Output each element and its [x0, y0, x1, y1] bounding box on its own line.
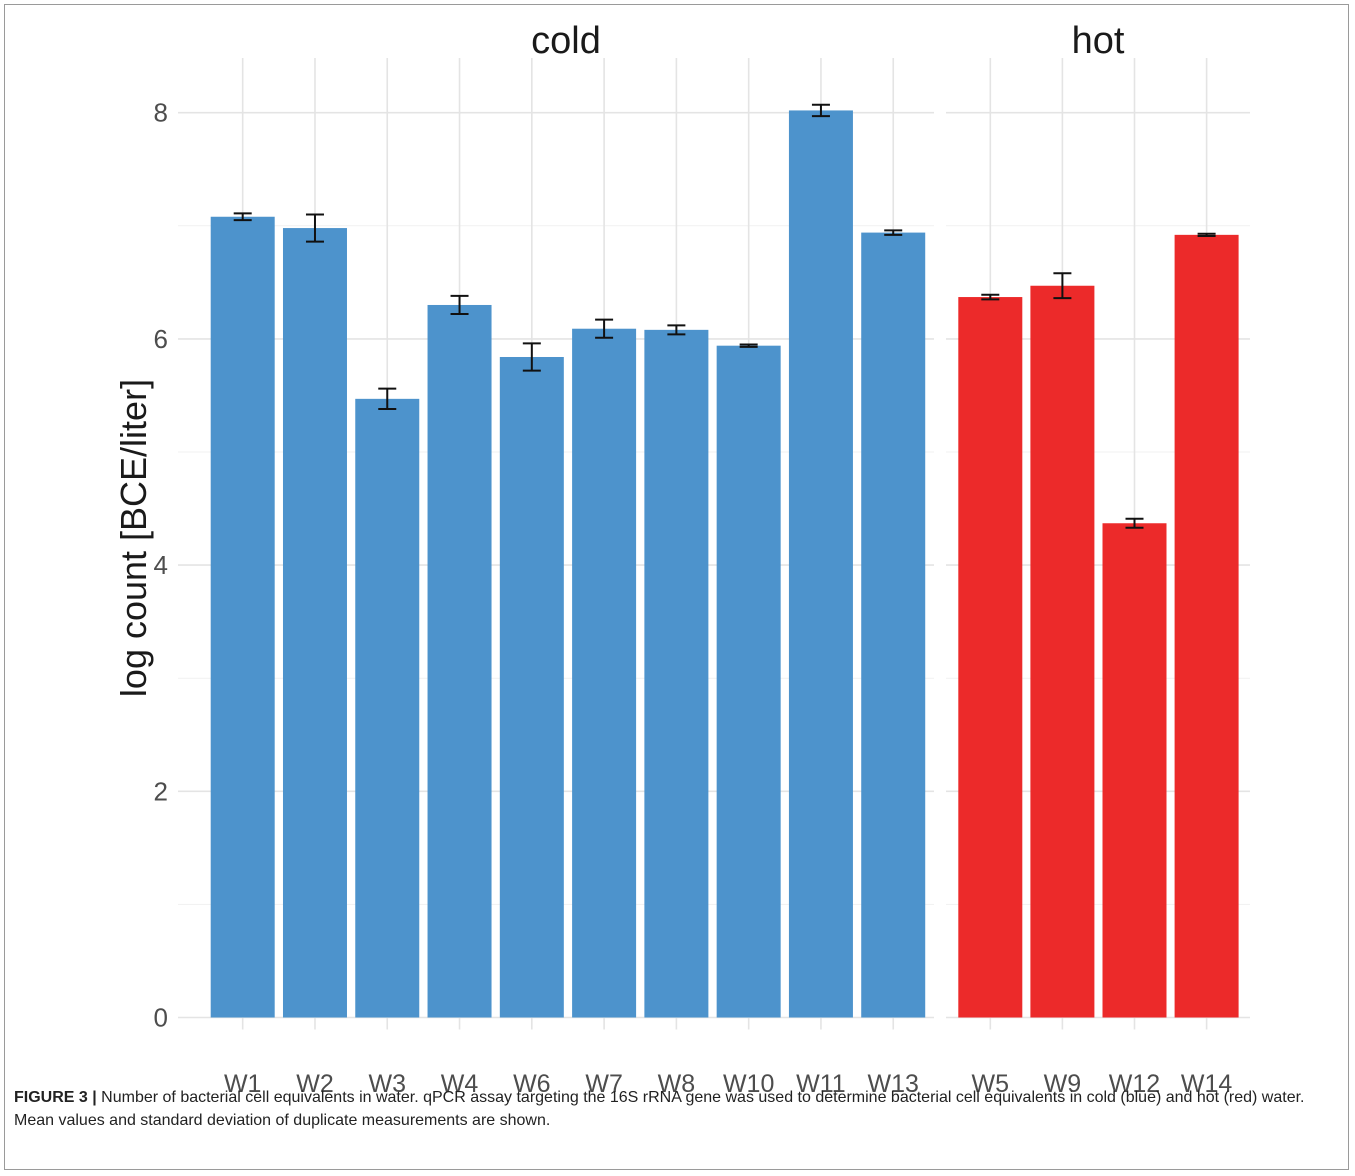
x-tick-label-W10: W10	[723, 1070, 774, 1098]
bar-W7	[572, 328, 637, 1018]
bar-W12	[1102, 523, 1167, 1018]
figure-caption: FIGURE 3 | Number of bacterial cell equi…	[14, 1086, 1339, 1132]
x-tick-label-W6: W6	[513, 1070, 551, 1098]
x-tick-label-W1: W1	[224, 1070, 262, 1098]
x-tick-label-W5: W5	[972, 1070, 1010, 1098]
x-tick-label-W3: W3	[369, 1070, 407, 1098]
x-tick-label-W8: W8	[658, 1070, 696, 1098]
bar-W11	[788, 110, 853, 1018]
bar-W3	[355, 398, 420, 1018]
error-bar-W13	[884, 229, 903, 236]
y-tick-label: 0	[154, 1003, 168, 1033]
y-tick-label: 4	[154, 550, 168, 580]
bar-W14	[1174, 234, 1239, 1018]
y-tick-label: 8	[154, 98, 168, 128]
x-tick-label-W4: W4	[441, 1070, 479, 1098]
error-bar-W6	[522, 342, 541, 372]
error-bars	[233, 103, 1216, 529]
figure-frame	[4, 4, 1349, 1170]
error-bar-W14	[1197, 232, 1216, 237]
panel-label-hot: hot	[1072, 20, 1125, 62]
bar-W13	[861, 232, 926, 1018]
y-axis-label: log count [BCE/liter]	[113, 379, 154, 697]
bar-W8	[644, 329, 709, 1018]
bar-W9	[1030, 285, 1095, 1018]
error-bar-W10	[739, 343, 758, 348]
bar-W6	[499, 356, 564, 1018]
y-tick-label: 2	[154, 776, 168, 806]
y-tick-label: 6	[154, 324, 168, 354]
error-bar-W8	[667, 324, 686, 336]
x-tick-label-W7: W7	[585, 1070, 623, 1098]
error-bar-W11	[811, 103, 830, 118]
caption-text: Number of bacterial cell equivalents in …	[14, 1089, 1305, 1129]
error-bar-W9	[1053, 272, 1072, 300]
bar-W5	[958, 297, 1023, 1018]
error-bar-W12	[1125, 517, 1144, 529]
bar-W2	[282, 228, 347, 1018]
caption-label: FIGURE 3 |	[14, 1089, 97, 1106]
x-tick-label-W11: W11	[796, 1070, 846, 1098]
bars	[210, 110, 1239, 1018]
bar-W1	[210, 216, 275, 1018]
x-tick-label-W14: W14	[1181, 1070, 1233, 1098]
error-bar-W7	[595, 318, 614, 339]
error-bar-W1	[233, 212, 252, 222]
chart-text: cold W1 W2 W3 W4 W6 W7 W8 W10 W11 W13 hot W5 W9 W12 W14…	[113, 20, 1232, 1098]
x-tick-label-W2: W2	[296, 1070, 334, 1098]
x-tick-label-W12: W12	[1109, 1070, 1160, 1098]
error-bar-W4	[450, 294, 469, 316]
x-tick-label-W13: W13	[868, 1070, 919, 1098]
error-bar-W3	[378, 387, 397, 411]
error-bar-W2	[305, 213, 324, 243]
x-tick-label-W9: W9	[1044, 1070, 1082, 1098]
error-bar-W5	[981, 293, 1000, 301]
bar-W10	[716, 345, 781, 1018]
panel-label-cold: cold	[531, 20, 601, 62]
bar-W4	[427, 304, 492, 1018]
